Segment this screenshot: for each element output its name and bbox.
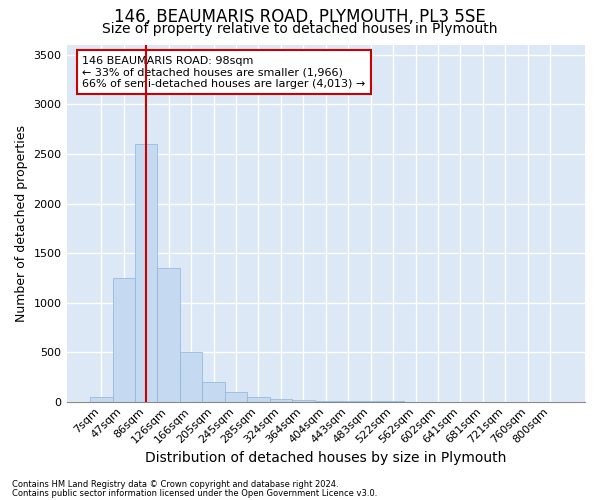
Bar (269, 398, 292, 402)
Text: Contains HM Land Registry data © Crown copyright and database right 2024.: Contains HM Land Registry data © Crown c… (12, 480, 338, 489)
Bar (225, 392, 247, 402)
Bar (202, 382, 225, 402)
Text: Size of property relative to detached houses in Plymouth: Size of property relative to detached ho… (102, 22, 498, 36)
Bar (113, 278, 135, 402)
Bar (135, 144, 157, 402)
Text: 146 BEAUMARIS ROAD: 98sqm
← 33% of detached houses are smaller (1,966)
66% of se: 146 BEAUMARIS ROAD: 98sqm ← 33% of detac… (82, 56, 365, 89)
Text: 146, BEAUMARIS ROAD, PLYMOUTH, PL3 5SE: 146, BEAUMARIS ROAD, PLYMOUTH, PL3 5SE (114, 8, 486, 26)
Y-axis label: Number of detached properties: Number of detached properties (15, 125, 28, 322)
Bar (180, 352, 202, 402)
Text: Contains public sector information licensed under the Open Government Licence v3: Contains public sector information licen… (12, 488, 377, 498)
Bar (314, 400, 337, 402)
X-axis label: Distribution of detached houses by size in Plymouth: Distribution of detached houses by size … (145, 451, 506, 465)
Bar (157, 268, 180, 402)
Bar (292, 400, 314, 402)
Bar (247, 396, 269, 402)
Bar (90, 396, 113, 402)
